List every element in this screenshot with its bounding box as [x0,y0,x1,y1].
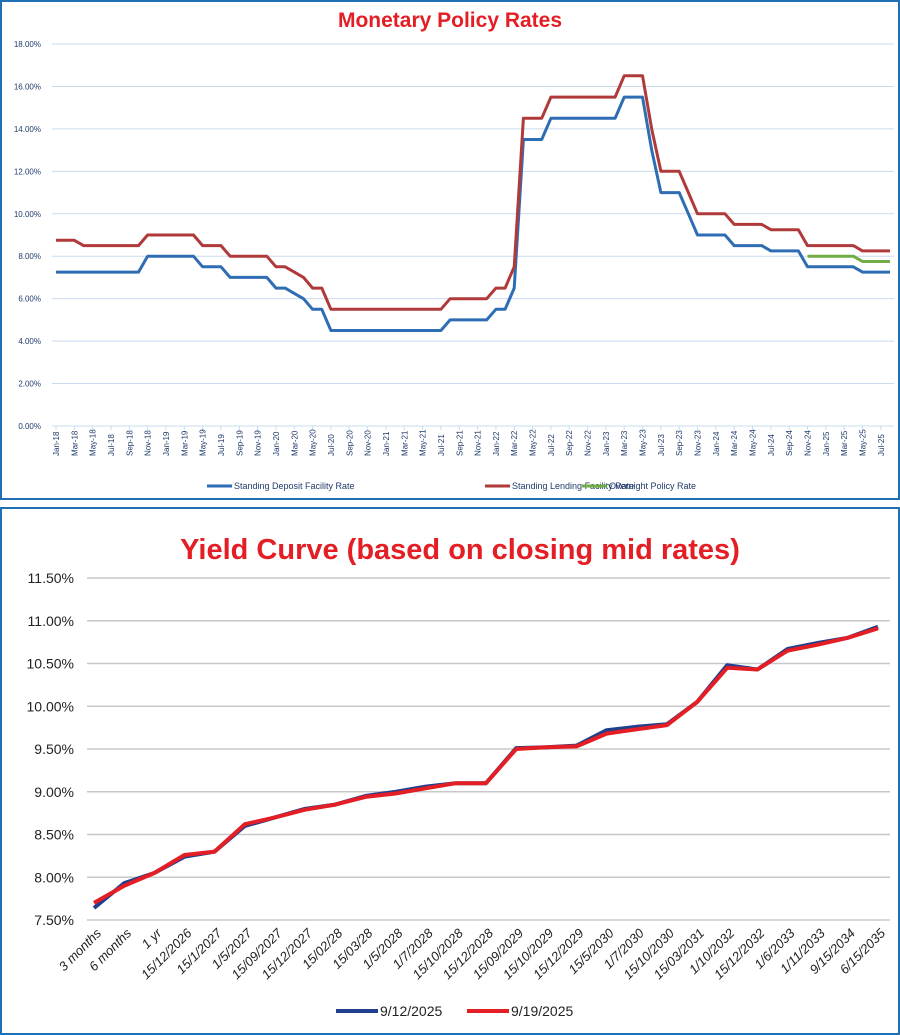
x-tick-label: Nov-20 [364,430,373,456]
yield-curve-chart: Yield Curve (based on closing mid rates)… [27,534,890,1019]
x-tick-label: Mar-18 [70,430,79,456]
monetary-policy-chart: Monetary Policy Rates 0.00% 2.00% 4.00% 6.0… [14,9,894,491]
x-tick-label: Jan-18 [52,431,61,456]
y-tick-label: 14.00% [14,125,41,134]
x-tick-label: May-21 [419,429,428,456]
x-tick-label: Nov-21 [474,430,483,456]
y-tick-label: 10.50% [27,656,74,672]
y-tick-label: 12.00% [14,167,41,176]
x-tick-label: May-20 [309,429,318,456]
y-tick-label: 11.00% [28,613,74,629]
y-tick-label: 9.50% [34,741,74,757]
y-tick-label: 10.00% [14,210,41,219]
y-tick-label: 6.00% [18,295,41,304]
monetary-policy-chart-panel: Monetary Policy Rates 0.00% 2.00% 4.00% 6.0… [0,0,900,500]
x-tick-label: Nov-22 [584,430,593,456]
x-tick-label: Sep-19 [235,430,244,456]
x-tick-label: Jan-25 [822,431,831,456]
y-tick-label: 16.00% [14,82,41,91]
x-tick-label: Sep-18 [125,430,134,456]
series-line-9-19-2025 [93,626,879,905]
y-tick-label: 8.50% [34,827,74,843]
series-line-standing-deposit-facility-rate [56,95,890,332]
x-tick-label: May-25 [859,429,868,456]
x-tick-label: May-24 [749,429,758,456]
x-tick-label: Sep-23 [675,430,684,456]
legend-label: Standing Deposit Facility Rate [234,481,355,491]
legend-label: Overnight Policy Rate [609,481,696,491]
x-tick-label: Mar-21 [400,430,409,456]
x-tick-label: Nov-19 [254,430,263,456]
x-tick-label: May-23 [639,429,648,456]
legend-label: Standing Lending Facility Rate [512,481,634,491]
y-tick-label: 2.00% [18,380,41,389]
x-tick-label: Nov-23 [694,430,703,456]
y-tick-label: 18.00% [14,40,41,49]
x-tick-label: Jul-24 [767,434,776,456]
x-tick-label: May-22 [529,429,538,456]
x-tick-label: Jul-23 [657,434,666,456]
x-tick-label: Mar-24 [730,430,739,456]
y-tick-label: 8.00% [34,869,74,885]
x-tick-label: May-18 [89,429,98,456]
series-line-overnight-policy-rate [807,254,890,263]
chart-body: 0.00% 2.00% 4.00% 6.00% 8.00% 10.00% 12.00% 14.… [14,40,894,491]
x-tick-label: Jan-22 [492,431,501,456]
x-tick-label: Jan-20 [272,431,281,456]
y-tick-label: 8.00% [18,252,41,261]
x-tick-label: Nov-24 [804,430,813,456]
x-tick-label: Mar-20 [290,430,299,456]
x-tick-label: Jan-23 [602,431,611,456]
chart-title: Yield Curve (based on closing mid rates) [180,534,740,566]
y-tick-label: 11.50% [28,570,74,586]
x-tick-label: May-19 [199,429,208,456]
x-tick-label: Sep-20 [345,430,354,456]
x-tick-label: Jul-25 [877,434,886,456]
x-tick-label: Jul-19 [217,434,226,456]
y-tick-label: 4.00% [18,337,41,346]
x-tick-label: Jul-21 [437,434,446,456]
x-tick-label: Jul-18 [107,434,116,456]
yield-curve-chart-panel: Yield Curve (based on closing mid rates)… [0,507,900,1035]
y-tick-label: 0.00% [18,422,41,431]
x-tick-label: Nov-18 [144,430,153,456]
x-tick-label: Sep-24 [785,430,794,456]
chart-body: 7.50% 8.00% 8.50% 9.00% 9.50% 10.00% 10.50% 11.… [27,570,890,1019]
y-tick-label: 7.50% [34,912,74,928]
legend-label: 9/19/2025 [511,1003,573,1019]
x-tick-label: Mar-19 [180,430,189,456]
x-tick-label: Mar-22 [510,430,519,456]
x-tick-label: Jan-21 [382,431,391,456]
y-tick-label: 9.00% [34,784,74,800]
x-tick-label: Jan-19 [162,431,171,456]
x-tick-label: Jul-20 [327,434,336,456]
x-tick-label: Mar-23 [620,430,629,456]
x-tick-label: Sep-21 [455,430,464,456]
x-tick-label: Mar-25 [840,430,849,456]
x-tick-label: Jan-24 [712,431,721,456]
series-line-standing-lending-facility-rate [56,74,890,311]
legend-label: 9/12/2025 [380,1003,442,1019]
x-tick-label: Jul-22 [547,434,556,456]
x-tick-label: Sep-22 [565,430,574,456]
y-tick-label: 10.00% [27,698,74,714]
chart-title: Monetary Policy Rates [338,9,562,32]
